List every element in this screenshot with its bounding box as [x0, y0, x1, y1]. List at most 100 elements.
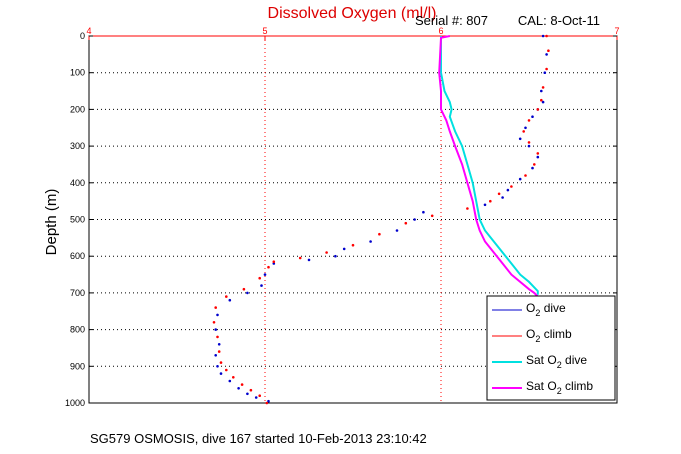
data-point: [258, 276, 262, 280]
data-point: [307, 258, 311, 262]
y-tick-label: 200: [70, 104, 85, 114]
calibration-date: CAL: 8-Oct-11: [518, 13, 600, 28]
data-point: [536, 152, 540, 155]
data-point: [541, 86, 545, 89]
data-point: [531, 166, 534, 170]
data-point: [536, 155, 540, 159]
y-tick-label: 400: [70, 178, 85, 188]
series-o2-climb: [212, 34, 550, 405]
data-point: [258, 394, 262, 398]
data-point: [351, 243, 355, 247]
data-point: [267, 399, 270, 403]
data-point: [510, 185, 513, 188]
data-point: [216, 335, 219, 339]
data-point: [298, 256, 302, 260]
legend-label: Sat O2 dive: [526, 353, 587, 370]
grid-lines: [89, 36, 617, 403]
data-point: [545, 34, 548, 38]
data-point: [242, 287, 246, 291]
data-point: [219, 361, 223, 364]
data-point: [263, 273, 267, 276]
y-axis-label: Depth (m): [43, 189, 60, 256]
legend-label: O2 dive: [526, 301, 566, 318]
y-tick-label: 500: [70, 215, 85, 225]
data-point: [217, 350, 221, 353]
data-point: [545, 67, 548, 71]
legend: O2 dive O2 climb Sat O2 dive Sat O2 climb: [486, 295, 616, 401]
data-point: [217, 343, 221, 346]
data-point: [395, 229, 399, 232]
data-point: [216, 313, 219, 317]
data-point: [214, 306, 217, 309]
data-point: [518, 137, 522, 141]
y-axis-ticks: 0 100 200 300 400 500 600 700 800 900 1000: [65, 31, 617, 408]
data-point: [527, 144, 531, 148]
data-point: [267, 265, 270, 269]
data-point: [527, 141, 531, 144]
data-point: [527, 119, 531, 122]
data-point: [219, 372, 223, 375]
data-point: [430, 214, 434, 218]
x-tick-label: 4: [86, 26, 91, 36]
y-tick-label: 800: [70, 325, 85, 335]
data-point: [506, 188, 510, 192]
data-point: [541, 100, 545, 104]
data-point: [254, 396, 258, 399]
data-point: [540, 98, 543, 102]
series-sat-o2-dive: [440, 36, 539, 295]
data-point: [497, 192, 501, 196]
data-point: [541, 34, 545, 38]
y-tick-label: 300: [70, 141, 85, 151]
series-sat-o2-climb: [438, 35, 539, 298]
data-point: [225, 295, 228, 298]
data-point: [272, 260, 276, 264]
data-point: [246, 392, 249, 396]
y-tick-label: 900: [70, 361, 85, 371]
data-point: [325, 251, 328, 254]
data-point: [522, 130, 525, 133]
data-point: [225, 368, 228, 372]
y-tick-label: 0: [80, 31, 85, 41]
data-point: [422, 210, 425, 214]
x-tick-label: 7: [614, 26, 619, 36]
series-o2-dive: [214, 34, 548, 403]
legend-label: Sat O2 climb: [526, 379, 593, 396]
data-point: [378, 232, 381, 236]
x-tick-label: 5: [262, 26, 267, 36]
data-point: [265, 401, 269, 405]
y-tick-label: 600: [70, 251, 85, 261]
data-point: [524, 174, 527, 177]
legend-box: [486, 295, 616, 401]
y-tick-label: 1000: [65, 398, 85, 408]
data-point: [228, 379, 232, 383]
data-point: [369, 240, 372, 243]
data-point: [404, 221, 408, 225]
data-series: [212, 34, 550, 405]
serial-number: Serial #: 807: [415, 13, 488, 28]
data-point: [342, 247, 346, 251]
data-point: [212, 321, 216, 324]
legend-label: O2 climb: [526, 327, 572, 344]
data-point: [249, 388, 253, 392]
series-line: [440, 36, 539, 295]
series-line: [438, 35, 539, 298]
data-point: [334, 254, 337, 258]
data-point: [232, 376, 235, 379]
data-point: [536, 108, 540, 111]
data-point: [545, 53, 548, 56]
data-point: [214, 354, 217, 357]
y-tick-label: 700: [70, 288, 85, 298]
chart-title: Dissolved Oxygen (ml/l): [268, 5, 437, 22]
data-point: [518, 177, 522, 181]
data-point: [413, 218, 416, 221]
data-point: [466, 207, 469, 210]
data-point: [237, 387, 240, 390]
data-point: [246, 291, 249, 295]
y-tick-label: 100: [70, 68, 85, 78]
data-point: [531, 115, 534, 118]
data-point: [524, 126, 527, 130]
data-point: [260, 284, 263, 287]
data-point: [547, 49, 550, 52]
x-tick-label: 6: [438, 26, 443, 36]
